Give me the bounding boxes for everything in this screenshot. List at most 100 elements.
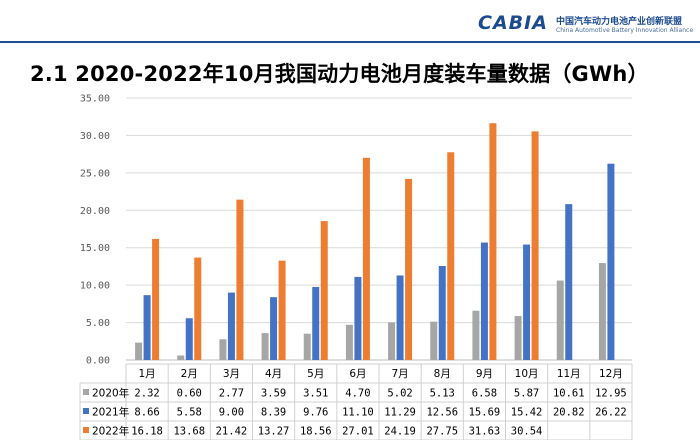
bar — [438, 265, 446, 360]
category-label: 1月 — [138, 368, 155, 380]
y-tick-label: 35.00 — [80, 94, 110, 105]
y-tick-label: 5.00 — [86, 318, 110, 329]
data-label: 24.19 — [384, 426, 416, 438]
bar — [219, 339, 227, 360]
bar — [354, 276, 362, 360]
bar — [177, 355, 185, 360]
bar — [345, 324, 353, 360]
category-label: 3月 — [223, 368, 240, 380]
bar — [396, 275, 404, 360]
bar — [388, 322, 396, 360]
category-label: 6月 — [349, 368, 366, 380]
page-title: 2.1 2020-2022年10月我国动力电池月度装车量数据（GWh） — [30, 62, 649, 86]
y-tick-label: 0.00 — [86, 356, 110, 367]
data-label: 15.69 — [469, 407, 501, 419]
data-label: 13.27 — [258, 426, 290, 438]
data-label: 8.66 — [134, 407, 159, 419]
data-label: 6.58 — [472, 388, 497, 400]
bar — [472, 310, 480, 360]
data-label: 0.60 — [177, 388, 202, 400]
legend-swatch — [83, 389, 89, 395]
data-label: 10.61 — [553, 388, 585, 400]
data-label: 11.29 — [384, 407, 416, 419]
bar — [556, 280, 564, 360]
data-label: 5.58 — [177, 407, 202, 419]
bar — [278, 260, 286, 360]
data-label: 9.00 — [219, 407, 244, 419]
bar — [430, 321, 438, 360]
bar — [194, 257, 202, 360]
y-tick-label: 25.00 — [80, 168, 110, 179]
bar — [362, 157, 370, 360]
bar — [261, 333, 269, 360]
legend-swatch — [83, 427, 89, 433]
y-tick-label: 15.00 — [80, 243, 110, 254]
y-tick-label: 20.00 — [80, 206, 110, 217]
bar — [152, 238, 160, 360]
data-label: 3.59 — [261, 388, 286, 400]
data-label: 9.76 — [303, 407, 328, 419]
data-label: 2.32 — [134, 388, 159, 400]
data-label: 12.56 — [426, 407, 458, 419]
bar — [236, 199, 244, 360]
legend-label: 2021年 — [92, 406, 129, 419]
data-label: 15.42 — [511, 407, 543, 419]
legend-swatch — [83, 408, 89, 414]
data-label: 5.02 — [387, 388, 412, 400]
data-label: 27.01 — [342, 426, 374, 438]
category-label: 10月 — [515, 368, 539, 380]
bar — [447, 152, 455, 360]
header-rule — [0, 41, 700, 43]
logo-chinese-name: 中国汽车动力电池产业创新联盟 — [556, 17, 683, 27]
bar — [480, 242, 488, 360]
data-label: 18.56 — [300, 426, 332, 438]
data-label: 27.75 — [426, 426, 458, 438]
data-label: 12.95 — [595, 388, 627, 400]
category-label: 4月 — [265, 368, 282, 380]
data-label: 3.51 — [303, 388, 328, 400]
y-tick-label: 10.00 — [80, 281, 110, 292]
category-label: 9月 — [476, 368, 493, 380]
data-label: 11.10 — [342, 407, 374, 419]
data-label: 5.87 — [514, 388, 539, 400]
data-label: 20.82 — [553, 407, 585, 419]
y-tick-label: 30.00 — [80, 131, 110, 142]
bar — [135, 342, 143, 360]
bar — [303, 333, 311, 360]
bar — [607, 163, 615, 360]
logo-mark: CABIA — [478, 12, 548, 34]
bar — [405, 178, 413, 360]
category-label: 11月 — [557, 368, 581, 380]
data-label: 2.77 — [219, 388, 244, 400]
data-label: 31.63 — [469, 426, 501, 438]
data-label: 4.70 — [345, 388, 370, 400]
bar — [598, 263, 606, 360]
category-label: 12月 — [599, 368, 623, 380]
logo-english-name: China Automotive Battery Innovation Alli… — [556, 27, 694, 34]
category-label: 2月 — [181, 368, 198, 380]
data-label: 13.68 — [173, 426, 205, 438]
bar — [523, 244, 531, 360]
data-label: 16.18 — [131, 426, 163, 438]
category-label: 7月 — [391, 368, 408, 380]
data-label: 30.54 — [511, 426, 543, 438]
category-label: 8月 — [434, 368, 451, 380]
legend-label: 2022年 — [92, 425, 129, 438]
legend-label: 2020年 — [92, 387, 129, 400]
data-label: 21.42 — [216, 426, 248, 438]
bar — [227, 292, 235, 360]
bar — [312, 286, 320, 360]
bar — [489, 123, 497, 360]
bar — [514, 316, 522, 360]
bar — [531, 131, 539, 360]
bar — [565, 204, 573, 360]
cabia-logo: CABIA 中国汽车动力电池产业创新联盟 China Automotive Ba… — [478, 12, 694, 38]
bar — [320, 221, 328, 360]
data-label: 8.39 — [261, 407, 286, 419]
bar — [270, 297, 278, 360]
bar — [143, 295, 151, 360]
category-label: 5月 — [307, 368, 324, 380]
data-label: 5.13 — [430, 388, 455, 400]
data-label: 26.22 — [595, 407, 627, 419]
